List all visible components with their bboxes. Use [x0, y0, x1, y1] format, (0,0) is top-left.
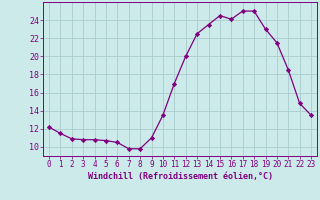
X-axis label: Windchill (Refroidissement éolien,°C): Windchill (Refroidissement éolien,°C): [87, 172, 273, 181]
